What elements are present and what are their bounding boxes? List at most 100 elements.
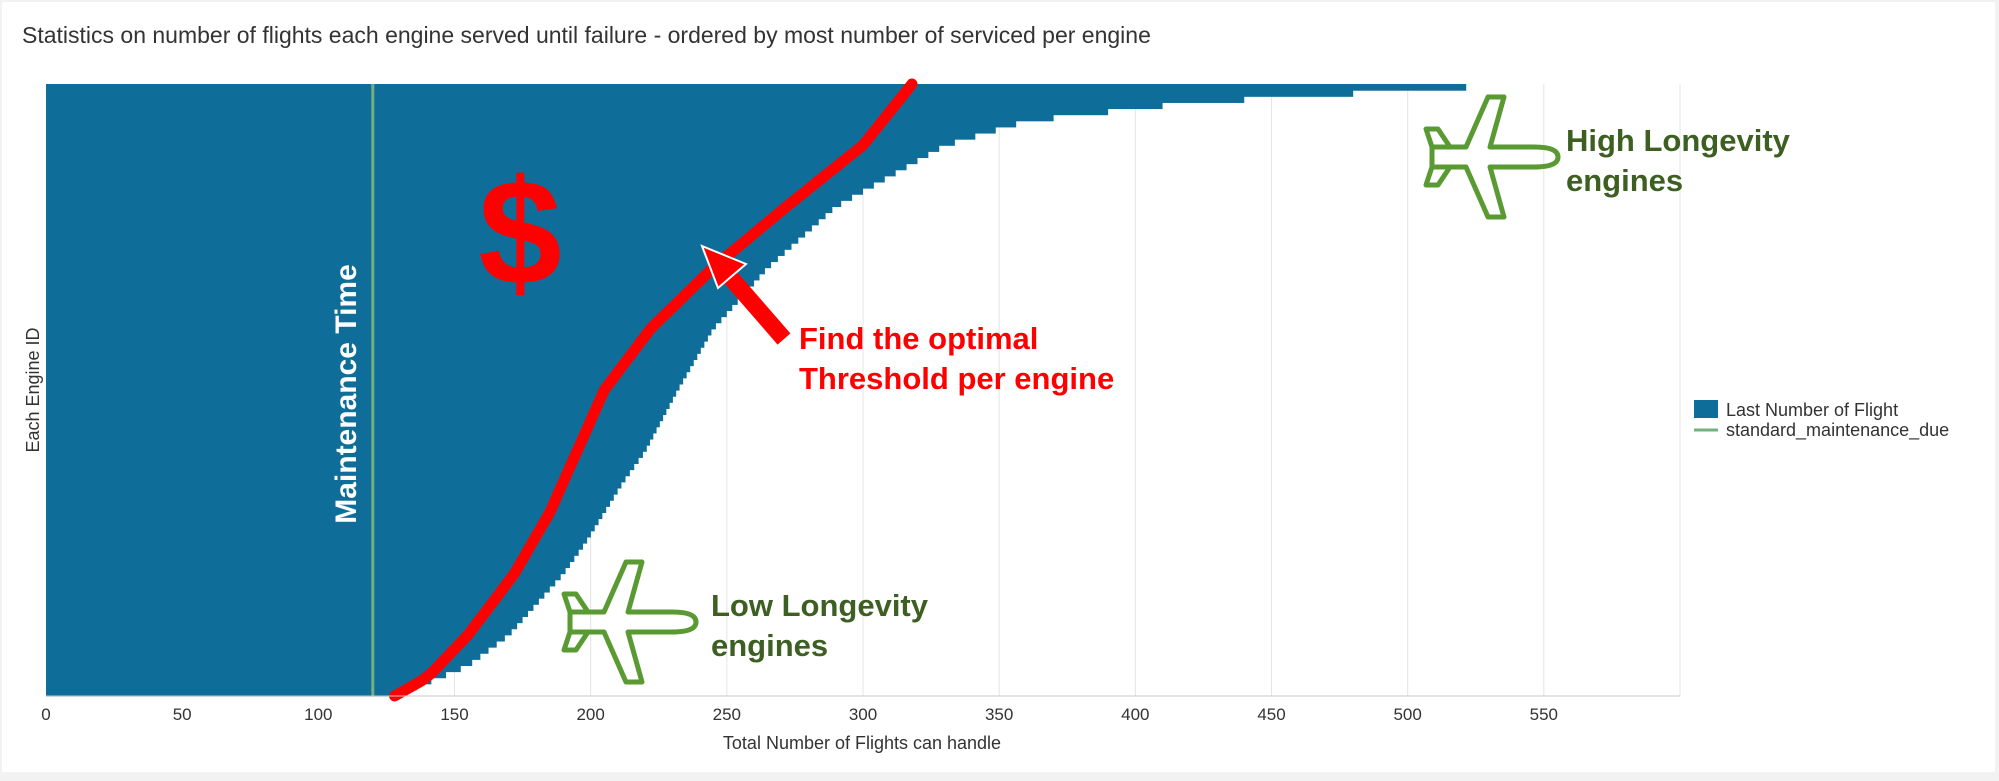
engine-bar xyxy=(46,689,402,697)
engine-bar xyxy=(46,84,1467,91)
dollar-sign: $ xyxy=(478,148,561,316)
engine-bar xyxy=(46,543,584,550)
engine-bar xyxy=(46,518,599,526)
engine-bar xyxy=(46,390,677,397)
engine-bar xyxy=(46,90,1354,97)
engine-bar xyxy=(46,279,755,287)
engine-bar xyxy=(46,420,660,428)
engine-bar xyxy=(46,261,772,269)
x-tick-label: 0 xyxy=(41,705,50,724)
x-tick-label: 500 xyxy=(1393,705,1421,724)
legend-label-bars: Last Number of Flight xyxy=(1726,400,1898,420)
engine-bar xyxy=(46,622,518,630)
engine-bar xyxy=(46,285,749,293)
engine-bar xyxy=(46,371,687,379)
engine-bar xyxy=(46,506,607,513)
engine-bar xyxy=(46,402,670,409)
engine-bar xyxy=(46,255,778,263)
x-tick-label: 450 xyxy=(1257,705,1285,724)
engine-bar xyxy=(46,408,667,416)
maintenance-time-label: Maintenance Time xyxy=(330,264,363,524)
engine-bar xyxy=(46,157,918,165)
engine-bar xyxy=(46,114,1054,122)
engine-bar xyxy=(46,616,523,624)
engine-bar xyxy=(46,126,996,134)
engine-bar xyxy=(46,573,561,581)
engine-bar xyxy=(46,524,595,532)
engine-bar xyxy=(46,108,1109,116)
x-axis-title: Total Number of Flights can handle xyxy=(723,733,1001,753)
threshold-arrow-head xyxy=(700,244,748,290)
x-tick-label: 550 xyxy=(1530,705,1558,724)
engine-bar xyxy=(46,598,539,605)
x-tick-label: 150 xyxy=(440,705,468,724)
engine-bar xyxy=(46,200,842,207)
engine-bar xyxy=(46,102,1163,110)
engine-bar xyxy=(46,212,826,220)
optimal-threshold-line-2: Threshold per engine xyxy=(799,361,1114,396)
engine-bar xyxy=(46,169,896,177)
engine-bar xyxy=(46,659,473,666)
engine-bar xyxy=(46,432,654,440)
engine-bar xyxy=(46,151,929,159)
airplane-icon-high xyxy=(1423,94,1561,220)
engine-bar xyxy=(46,365,691,373)
engine-bar xyxy=(46,298,738,305)
engine-bar xyxy=(46,132,976,140)
engine-bar xyxy=(46,591,545,599)
engine-bar xyxy=(46,469,630,477)
x-axis: 0 50 100 150 200 250 300 350 400 450 500 550 Total N… xyxy=(23,327,1680,753)
engine-bar xyxy=(46,322,716,330)
engine-bar xyxy=(46,604,534,611)
engine-bar xyxy=(46,310,727,318)
engine-bar xyxy=(46,194,853,201)
engine-bar xyxy=(46,328,712,336)
engine-bar xyxy=(46,237,799,244)
legend: Last Number of Flightstandard_maintenanc… xyxy=(1694,400,1949,441)
engine-bar xyxy=(46,445,647,452)
engine-bar xyxy=(46,634,505,642)
engine-bar xyxy=(46,273,760,281)
engine-bar xyxy=(46,243,792,250)
engine-bar xyxy=(46,561,570,569)
x-tick-label: 50 xyxy=(173,705,192,724)
low-longevity-line-2: engines xyxy=(711,628,828,663)
optimal-threshold-curve xyxy=(389,78,918,702)
engine-bar xyxy=(46,610,529,618)
engine-bar xyxy=(46,426,657,434)
low-longevity-line-1: Low Longevity xyxy=(711,588,929,623)
engine-bar xyxy=(46,145,940,152)
x-tick-label: 300 xyxy=(849,705,877,724)
engine-bar xyxy=(46,359,694,367)
engine-bar xyxy=(46,188,863,195)
optimal-threshold-line-1: Find the optimal xyxy=(799,321,1038,356)
engine-bar xyxy=(46,683,417,691)
engine-bar xyxy=(46,206,833,214)
engine-bar xyxy=(46,463,635,471)
engine-bar xyxy=(46,677,432,685)
engine-bar xyxy=(46,549,579,556)
airplane-icon-low xyxy=(561,559,699,685)
engine-bar xyxy=(46,414,664,422)
engine-bar xyxy=(46,487,618,495)
engine-bar xyxy=(46,175,885,183)
engine-bar xyxy=(46,555,575,562)
x-tick-label: 100 xyxy=(304,705,332,724)
engine-bar xyxy=(46,640,497,648)
annotations: $ Maintenance Time Find the optimal Thresho… xyxy=(330,78,1791,702)
engine-bar xyxy=(46,438,651,446)
engine-bar xyxy=(46,334,708,342)
y-axis-title: Each Engine ID xyxy=(23,327,43,452)
threshold-arrow-shaft xyxy=(717,264,791,345)
high-longevity-line-1: High Longevity xyxy=(1566,123,1791,158)
engine-bar xyxy=(46,181,874,189)
engine-bar xyxy=(46,665,461,673)
engine-bar xyxy=(46,218,819,226)
high-longevity-line-2: engines xyxy=(1566,163,1683,198)
engine-bar xyxy=(46,494,614,501)
engine-bar xyxy=(46,341,705,348)
engine-bar xyxy=(46,671,447,679)
engine-bar xyxy=(46,139,955,146)
